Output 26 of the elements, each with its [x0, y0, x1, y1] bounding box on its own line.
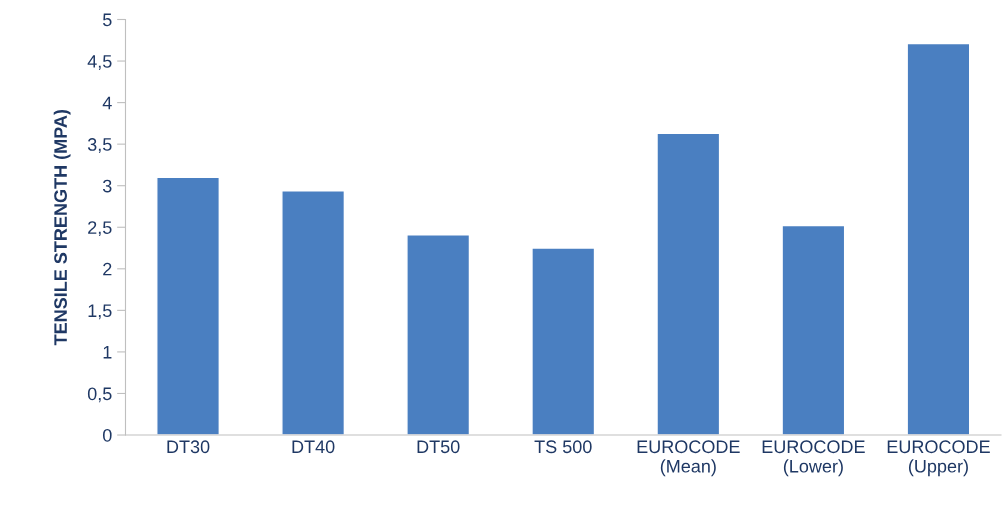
x-tick-label: DT40 [292, 440, 335, 454]
y-tick-label: 4 [102, 96, 112, 110]
y-tick-label: 0,5 [87, 387, 112, 403]
y-tick-label: 3,5 [87, 138, 112, 154]
x-tick-label: EUROCODE (Mean) [637, 440, 740, 477]
bar [531, 247, 596, 436]
y-axis-title: TENSILE STRENGTH (MPA) [53, 109, 71, 346]
y-tick-label: 4,5 [87, 55, 112, 70]
y-tick-label: 2 [103, 262, 112, 276]
bar [781, 224, 846, 436]
y-tick-label: 3 [102, 179, 112, 193]
y-tick-label: 2,5 [88, 221, 112, 237]
x-tick-label: EUROCODE (Lower) [762, 440, 865, 477]
bar [281, 189, 346, 436]
bar [656, 132, 721, 436]
y-tick-label: 1,5 [88, 304, 112, 320]
x-tick-label: DT50 [417, 440, 460, 454]
y-tick-label: 1 [103, 346, 112, 359]
x-tick-label: DT30 [167, 440, 210, 454]
bar [156, 176, 220, 436]
y-tick-label: 5 [102, 13, 112, 27]
bar [406, 234, 471, 436]
x-tick-label: TS 500 [534, 440, 592, 454]
x-tick-label: EUROCODE (Upper) [887, 440, 990, 477]
bar [906, 42, 971, 436]
y-tick-label: 0 [102, 428, 112, 442]
